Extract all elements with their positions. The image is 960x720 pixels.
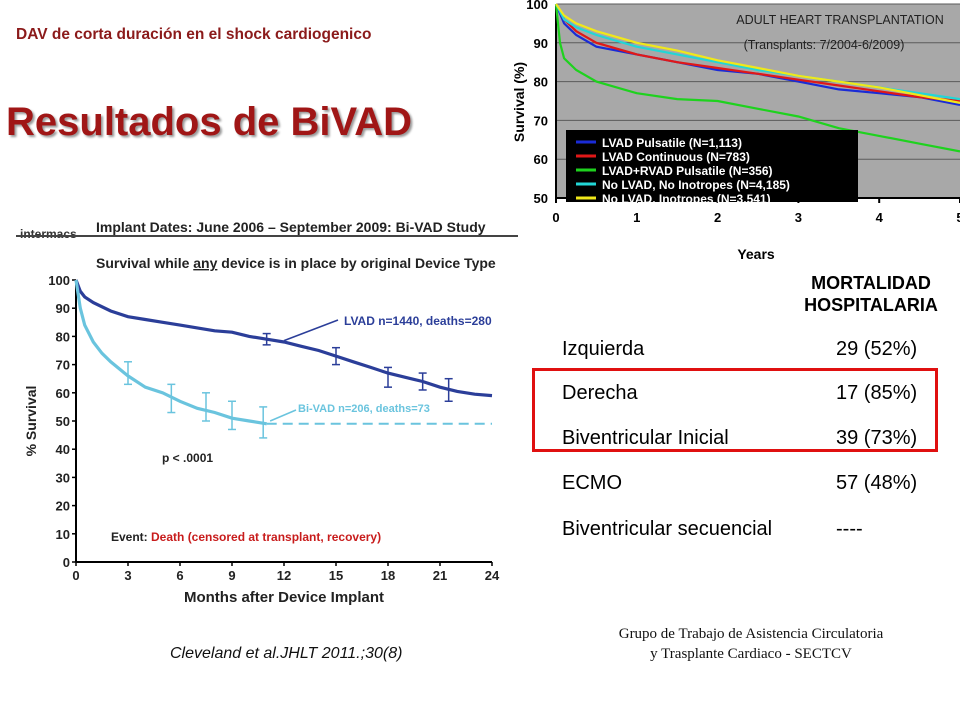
bivad-callout-label: Bi-VAD n=206, deaths=73 — [298, 403, 430, 415]
mortality-row-value: 29 (52%) — [836, 338, 918, 360]
top-legend-label: LVAD Pulsatile (N=1,113) — [602, 136, 742, 150]
left-xtick-label: 18 — [381, 568, 395, 583]
left-ytick-label: 40 — [56, 442, 70, 457]
top-series-line — [555, 3, 960, 104]
left-xtick-label: 0 — [72, 568, 79, 583]
lvad-callout-label: LVAD n=1440, deaths=280 — [344, 314, 492, 328]
event-label: Event: — [111, 530, 151, 544]
heart-transplant-survival-svg: 50 60 70 80 90 100 0 1 2 3 4 5 ADULT HEART TRANSPLAN… — [511, 0, 960, 262]
p-value-annotation: p < .0001 — [162, 451, 213, 465]
intermacs-bivad-survival-chart: intermacs Implant Dates: June 2006 – Sept… — [16, 212, 526, 610]
left-ytick-label: 50 — [56, 414, 70, 429]
left-y-axis-label: % Survival — [23, 386, 39, 457]
event-annotation: Event: Death (censored at transplant, re… — [111, 530, 381, 544]
left-ytick-label: 0 — [63, 555, 70, 570]
mortality-header-line2: HOSPITALARIA — [804, 295, 938, 315]
mortality-table: MORTALIDAD HOSPITALARIA Izquierda 29 (52… — [540, 264, 960, 554]
event-text: Death (censored at transplant, recovery) — [151, 530, 381, 544]
bivad-callout-line — [269, 409, 297, 422]
left-chart-subtitle: Survival while any device is in place by… — [96, 255, 496, 271]
top-legend-label: LVAD Continuous (N=783) — [602, 150, 750, 164]
left-series-line — [74, 279, 493, 398]
top-ytick-label: 50 — [534, 191, 548, 206]
mortality-row-label: Biventricular secuencial — [562, 518, 773, 540]
top-ytick-label: 80 — [534, 75, 548, 90]
top-x-axis-label: Years — [737, 246, 775, 262]
intermacs-bivad-survival-svg: intermacs Implant Dates: June 2006 – Sept… — [16, 219, 518, 606]
left-chart-subtitle-part: any — [193, 255, 217, 271]
heart-transplant-survival-chart: 50 60 70 80 90 100 0 1 2 3 4 5 ADULT HEART TRANSPLAN… — [510, 0, 960, 265]
highlight-box — [532, 368, 938, 452]
left-chart-subtitle-part: Survival while — [96, 255, 193, 271]
left-chart-subtitle-part: device is in place by original Device Ty… — [217, 255, 496, 271]
left-ytick-label: 30 — [56, 470, 70, 485]
citation: Cleveland et al.JHLT 2011.;30(8) — [170, 645, 403, 662]
mortality-row-label: Izquierda — [562, 338, 645, 360]
left-xtick-label: 12 — [277, 568, 291, 583]
top-ytick-label: 100 — [526, 0, 548, 12]
top-xtick-label: 2 — [714, 210, 721, 225]
intermacs-logo: intermacs — [20, 227, 77, 241]
top-legend: LVAD Pulsatile (N=1,113)LVAD Continuous … — [566, 130, 858, 206]
slide-title: Resultados de BiVAD — [6, 100, 412, 144]
mortality-row-value: ---- — [836, 518, 863, 540]
left-ytick-label: 20 — [56, 499, 70, 514]
top-xtick-label: 0 — [552, 210, 559, 225]
top-xtick-label: 1 — [633, 210, 640, 225]
mortality-row: Derecha 17 (85%) — [540, 376, 960, 416]
mortality-row-label: ECMO — [562, 472, 622, 494]
left-xtick-label: 3 — [124, 568, 131, 583]
left-xtick-label: 6 — [176, 568, 183, 583]
mortality-row-label: Derecha — [562, 382, 638, 404]
footer-line2: y Trasplante Cardiaco - SECTCV — [650, 646, 852, 662]
top-series-line — [554, 3, 960, 153]
mortality-row: Biventricular secuencial ---- — [540, 512, 960, 552]
top-xtick-label: 4 — [876, 210, 884, 225]
lvad-callout-line — [283, 319, 339, 342]
top-legend-label: LVAD+RVAD Pulsatile (N=356) — [602, 164, 773, 178]
top-xtick-label: 5 — [956, 210, 960, 225]
left-series-line — [74, 279, 267, 426]
top-legend-label: No LVAD, No Inotropes (N=4,185) — [602, 178, 790, 192]
top-xtick-label: 3 — [795, 210, 802, 225]
left-xtick-label: 24 — [485, 568, 500, 583]
mortality-row-value: 57 (48%) — [836, 472, 918, 494]
mortality-table-header: MORTALIDAD HOSPITALARIA — [786, 272, 956, 316]
slide-subtitle: DAV de corta duración en el shock cardio… — [16, 26, 372, 43]
top-legend-background — [566, 130, 858, 202]
mortality-header-line1: MORTALIDAD — [811, 273, 931, 293]
left-ytick-label: 100 — [48, 273, 70, 288]
left-xtick-label: 21 — [433, 568, 447, 583]
left-ytick-label: 60 — [56, 386, 70, 401]
left-x-axis-label: Months after Device Implant — [184, 589, 384, 606]
mortality-row: Izquierda 29 (52%) — [540, 332, 960, 372]
left-ytick-label: 10 — [56, 527, 70, 542]
top-ytick-label: 90 — [534, 36, 548, 51]
mortality-row-value: 39 (73%) — [836, 427, 918, 449]
mortality-row-value: 17 (85%) — [836, 382, 918, 404]
mortality-row-label: Biventricular Inicial — [562, 427, 729, 449]
top-series-line — [555, 3, 960, 103]
mortality-row: ECMO 57 (48%) — [540, 466, 960, 506]
top-series-line — [554, 3, 960, 106]
left-chart-title: Implant Dates: June 2006 – September 200… — [96, 219, 486, 235]
left-ytick-label: 90 — [56, 301, 70, 316]
top-y-axis-label: Survival (%) — [511, 62, 527, 142]
mortality-row: Biventricular Inicial 39 (73%) — [540, 421, 960, 461]
footer-line1: Grupo de Trabajo de Asistencia Circulato… — [618, 626, 884, 642]
left-ytick-label: 80 — [56, 329, 70, 344]
left-xtick-label: 9 — [228, 568, 235, 583]
left-ytick-label: 70 — [56, 358, 70, 373]
top-legend-label: No LVAD, Inotropes (N=3,541) — [602, 192, 771, 206]
top-ytick-label: 70 — [534, 113, 548, 128]
top-chart-subtitle: (Transplants: 7/2004-6/2009) — [744, 38, 905, 52]
left-xtick-label: 15 — [329, 568, 343, 583]
top-chart-title: ADULT HEART TRANSPLANTATION — [736, 13, 943, 27]
top-ytick-label: 60 — [534, 152, 548, 167]
footer: Grupo de Trabajo de Asistencia Circulato… — [556, 624, 946, 664]
